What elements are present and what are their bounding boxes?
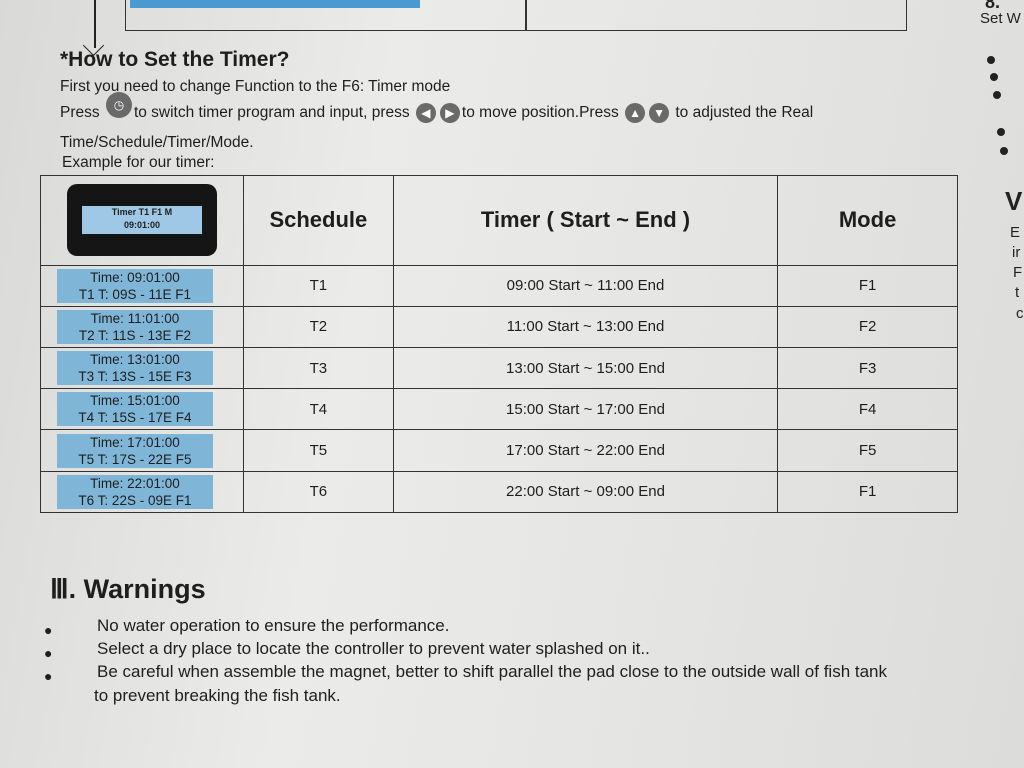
lcd-screen: Timer T1 F1 M 09:01:00: [81, 206, 202, 235]
warnings-title: Ⅲ. Warnings: [50, 574, 206, 604]
schedule-cell: T2: [242, 305, 394, 349]
display-cell: Time: 11:01:00 T2 T: 11S - 13E F2: [57, 309, 213, 344]
display-program: T6 T: 22S - 09E F1: [78, 492, 192, 508]
bullet-icon: [993, 91, 1001, 99]
schedule-cell: T3: [242, 346, 394, 390]
mode-cell: F2: [777, 305, 958, 349]
right-heading: V: [1005, 186, 1023, 216]
down-arrow-button-icon: ▼: [649, 103, 670, 123]
timer-cell: 09:00 Start ~ 11:00 End: [392, 264, 779, 307]
header-timer: Timer ( Start ~ End ): [392, 175, 779, 266]
table-row: Time: 13:01:00 T3 T: 13S - 15E F3 T3 13:0…: [40, 346, 958, 390]
text-move: to move position.Press: [461, 104, 619, 122]
schedule-cell: T6: [242, 470, 394, 514]
right-text: ir: [1012, 244, 1021, 261]
lcd-header-cell: Timer T1 F1 M 09:01:00: [40, 175, 244, 266]
text-adjust: to adjusted the Real: [675, 104, 814, 122]
display-time: Time: 15:01:00: [90, 393, 180, 409]
right-arrow-button-icon: ▶: [439, 103, 460, 123]
right-text: F: [1013, 264, 1023, 281]
display-time: Time: 13:01:00: [90, 352, 180, 368]
bullet-icon: ●: [44, 622, 53, 638]
timer-cell: 11:00 Start ~ 13:00 End: [392, 305, 779, 349]
mode-cell: F5: [777, 429, 958, 472]
lcd-display: Timer T1 F1 M 09:01:00: [66, 184, 217, 257]
example-label: Example for our timer:: [62, 154, 215, 171]
mode-cell: F1: [777, 470, 958, 514]
right-text: c: [1016, 305, 1024, 322]
table-row: Time: 15:01:00 T4 T: 15S - 17E F4 T4 15:0…: [40, 388, 958, 431]
mode-cell: F1: [777, 264, 958, 307]
howto-title: *How to Set the Timer?: [60, 48, 290, 71]
schedule-cell: T5: [242, 429, 394, 472]
display-program: T5 T: 17S - 22E F5: [78, 451, 192, 467]
display-time: Time: 17:01:00: [90, 434, 180, 450]
howto-line2: Press ◷ to switch timer program and input…: [60, 92, 814, 126]
warning-item-continued: to prevent breaking the fish tank.: [94, 686, 341, 705]
lcd-line1: Timer T1 F1 M: [111, 207, 173, 218]
display-time: Time: 11:01:00: [90, 310, 180, 326]
timer-cell: 22:00 Start ~ 09:00 End: [392, 470, 779, 514]
display-program: T4 T: 15S - 17E F4: [78, 410, 192, 426]
bullet-icon: [987, 56, 995, 64]
display-program: T1 T: 09S - 11E F1: [78, 286, 191, 302]
howto-line1: First you need to change Function to the…: [60, 78, 451, 95]
mode-cell: F3: [777, 346, 958, 390]
header-mode: Mode: [777, 175, 958, 266]
text-press: Press: [60, 104, 100, 122]
display-cell: Time: 15:01:00 T4 T: 15S - 17E F4: [57, 392, 213, 427]
right-set-text: Set W: [980, 10, 1021, 27]
display-program: T3 T: 13S - 15E F3: [78, 369, 192, 385]
table-row: Time: 11:01:00 T2 T: 11S - 13E F2 T2 11:0…: [40, 305, 958, 349]
right-text: t: [1015, 284, 1020, 301]
table-row: Time: 17:01:00 T5 T: 17S - 22E F5 T5 17:0…: [40, 429, 958, 472]
timer-table: Timer T1 F1 M 09:01:00 Schedule Timer ( …: [40, 175, 958, 514]
bullet-icon: ●: [44, 668, 53, 684]
right-section-number: 8.: [985, 0, 1001, 12]
table-header-row: Timer T1 F1 M 09:01:00 Schedule Timer ( …: [40, 175, 958, 266]
text-switch: to switch timer program and input, press: [133, 104, 410, 122]
top-diagram-box: [125, 0, 907, 31]
timer-cell: 15:00 Start ~ 17:00 End: [392, 388, 779, 431]
timer-cell: 13:00 Start ~ 15:00 End: [392, 346, 779, 390]
schedule-cell: T1: [242, 264, 394, 307]
timer-cell: 17:00 Start ~ 22:00 End: [392, 429, 779, 472]
table-row: Time: 22:01:00 T6 T: 22S - 09E F1 T6 22:0…: [40, 470, 958, 514]
display-cell: Time: 22:01:00 T6 T: 22S - 09E F1: [57, 474, 213, 509]
display-program: T2 T: 11S - 13E F2: [78, 327, 191, 343]
display-cell: Time: 09:01:00 T1 T: 09S - 11E F1: [57, 268, 213, 303]
schedule-cell: T4: [242, 388, 394, 431]
lcd-line2: 09:01:00: [123, 220, 160, 231]
top-blue-bar: [130, 0, 420, 8]
up-arrow-button-icon: ▲: [625, 103, 646, 123]
display-time: Time: 22:01:00: [90, 475, 180, 491]
howto-line3: Time/Schedule/Timer/Mode.: [60, 134, 254, 151]
left-arrow-button-icon: ◀: [415, 103, 436, 123]
display-time: Time: 09:01:00: [90, 269, 180, 285]
warning-item: Select a dry place to locate the control…: [97, 639, 650, 658]
bullet-icon: [990, 73, 998, 81]
header-schedule: Schedule: [242, 175, 394, 266]
display-cell: Time: 17:01:00 T5 T: 17S - 22E F5: [57, 433, 213, 468]
right-text: E: [1010, 224, 1021, 241]
clock-button-icon: ◷: [105, 92, 132, 118]
top-divider: [525, 0, 527, 30]
mode-cell: F4: [777, 388, 958, 431]
warning-item: No water operation to ensure the perform…: [97, 616, 450, 635]
bullet-icon: [1000, 147, 1008, 155]
bullet-icon: ●: [44, 645, 53, 661]
bullet-icon: [997, 128, 1005, 136]
warning-item: Be careful when assemble the magnet, bet…: [97, 662, 888, 681]
display-cell: Time: 13:01:00 T3 T: 13S - 15E F3: [57, 351, 213, 386]
down-arrow-icon: [94, 0, 96, 48]
table-row: Time: 09:01:00 T1 T: 09S - 11E F1 T1 09:0…: [40, 264, 958, 307]
